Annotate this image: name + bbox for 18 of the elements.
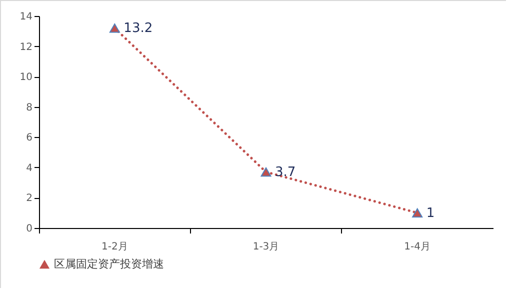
- y-tick-label: 10: [20, 72, 32, 84]
- y-tick-label: 0: [26, 224, 32, 234]
- y-tick-label: 4: [26, 162, 32, 174]
- data-label: 3.7: [275, 164, 296, 180]
- legend-label: 区属固定资产投资增速: [54, 258, 164, 270]
- y-tick-label: 14: [20, 12, 32, 22]
- data-label: 13.2: [124, 21, 153, 36]
- y-tick-label: 2: [26, 193, 32, 204]
- x-tick-label: 1-3月: [252, 242, 280, 252]
- x-tick-label: 1-4月: [404, 242, 431, 252]
- point: [412, 208, 423, 218]
- point: [260, 167, 272, 177]
- x-tick-label: 1-2月: [101, 242, 128, 252]
- y-tick-label: 12: [20, 42, 32, 53]
- data-label: 1: [426, 206, 435, 221]
- point: [109, 24, 120, 33]
- y-tick-label: 8: [26, 102, 32, 114]
- y-tick-label: 6: [26, 132, 32, 144]
